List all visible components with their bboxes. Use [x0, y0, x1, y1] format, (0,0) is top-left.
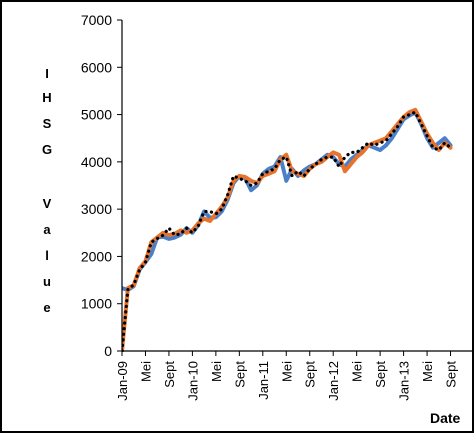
series-lines — [122, 107, 453, 352]
y-axis-ticks: 0 1000 2000 3000 4000 5000 6000 7000 — [81, 12, 122, 359]
y-axis-label-letter: S — [42, 116, 52, 131]
y-tick-label: 7000 — [81, 12, 112, 28]
y-tick-label: 4000 — [81, 154, 112, 170]
series-line-1 — [122, 110, 453, 292]
x-tick-label: Jan-09 — [115, 361, 130, 401]
x-tick-label: Sept — [303, 361, 318, 388]
y-axis-label-letter: l — [45, 248, 49, 263]
x-tick-label: Jan-10 — [185, 361, 200, 401]
x-tick-label: Jan-13 — [397, 361, 412, 401]
x-tick-label: Sept — [162, 361, 177, 388]
y-axis-label-letter: a — [43, 222, 51, 237]
x-tick-label: Sept — [373, 361, 388, 388]
x-tick-label: Mei — [420, 361, 435, 382]
y-axis-label-letter: u — [43, 274, 51, 289]
x-tick-label: Sept — [232, 361, 247, 388]
y-axis-label-letter: e — [43, 300, 51, 315]
y-tick-label: 1000 — [81, 296, 112, 312]
x-tick-label: Jan-12 — [326, 361, 341, 401]
y-axis-label-letter: H — [42, 90, 52, 105]
x-tick-label: Mei — [138, 361, 153, 382]
y-axis-label-letter: G — [41, 142, 53, 157]
x-axis-ticks: Jan-09 Mei Sept Jan-10 Mei Sept Jan-11 Mei Sept J… — [115, 351, 459, 401]
y-tick-label: 3000 — [81, 201, 112, 217]
x-tick-label: Mei — [209, 361, 224, 382]
y-tick-label: 6000 — [81, 59, 112, 75]
series-line-2 — [122, 107, 453, 352]
x-tick-label: Mei — [279, 361, 294, 382]
y-axis-label-letter: I — [45, 66, 49, 81]
y-tick-label: 5000 — [81, 107, 112, 123]
series-line-3 — [122, 110, 453, 352]
y-tick-label: 2000 — [81, 248, 112, 264]
x-tick-label: Jan-11 — [256, 361, 271, 400]
x-tick-label: Sept — [444, 361, 459, 388]
y-axis-label-letter: V — [42, 196, 52, 211]
x-axis-label: Date — [430, 410, 461, 426]
x-tick-label: Mei — [350, 361, 365, 382]
y-tick-label: 0 — [104, 343, 112, 359]
